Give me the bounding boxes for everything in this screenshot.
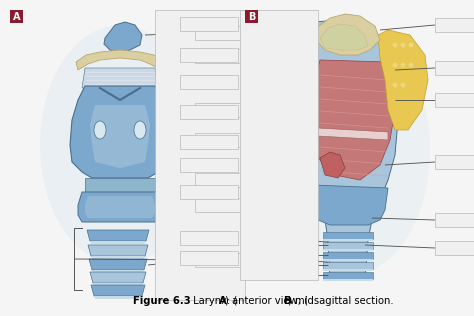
Polygon shape [316, 14, 380, 55]
Text: B: B [283, 296, 291, 306]
Ellipse shape [392, 42, 398, 47]
Ellipse shape [392, 63, 398, 68]
Bar [323, 252, 373, 259]
Polygon shape [90, 272, 146, 283]
Ellipse shape [401, 42, 405, 47]
Polygon shape [82, 68, 158, 88]
Bar [91, 241, 145, 244]
Bar [95, 296, 141, 299]
Polygon shape [85, 196, 155, 218]
Polygon shape [70, 86, 170, 178]
Text: Figure 6.3: Figure 6.3 [133, 296, 191, 306]
Polygon shape [318, 128, 388, 140]
Bar [435, 93, 474, 107]
Polygon shape [104, 22, 142, 52]
Ellipse shape [94, 121, 106, 139]
Bar [155, 10, 245, 300]
Ellipse shape [40, 25, 200, 265]
Bar [180, 105, 238, 119]
Bar [180, 48, 238, 62]
Ellipse shape [134, 121, 146, 139]
Bar [94, 283, 142, 286]
Polygon shape [78, 192, 162, 222]
Polygon shape [320, 24, 368, 50]
Polygon shape [312, 60, 395, 180]
Bar [195, 103, 267, 117]
Bar [323, 269, 373, 271]
Polygon shape [90, 105, 150, 168]
Text: ) midsagittal section.: ) midsagittal section. [288, 296, 393, 306]
Bar [92, 256, 144, 259]
Ellipse shape [409, 42, 413, 47]
Polygon shape [378, 30, 428, 130]
Text: B: B [248, 11, 255, 21]
Bar [195, 198, 267, 212]
Bar [435, 18, 474, 32]
Bar [435, 61, 474, 75]
Bar [180, 17, 238, 31]
FancyBboxPatch shape [10, 10, 23, 23]
Bar [323, 242, 373, 249]
Bar [195, 26, 267, 40]
Bar [180, 185, 238, 199]
Polygon shape [312, 185, 388, 225]
Bar [323, 272, 373, 279]
Bar [195, 253, 267, 267]
Bar [435, 213, 474, 227]
Text: A: A [13, 11, 20, 21]
Bar [435, 241, 474, 255]
Bar [323, 249, 373, 251]
Polygon shape [76, 50, 164, 70]
Bar [180, 251, 238, 265]
FancyBboxPatch shape [245, 10, 258, 23]
Ellipse shape [392, 82, 398, 88]
Ellipse shape [401, 63, 405, 68]
Bar [323, 232, 373, 239]
Polygon shape [91, 285, 145, 296]
Polygon shape [85, 178, 155, 194]
Bar [180, 158, 238, 172]
Bar [435, 155, 474, 169]
Bar [180, 75, 238, 89]
Text: A: A [219, 296, 227, 306]
Ellipse shape [401, 82, 405, 88]
Polygon shape [88, 245, 148, 256]
Bar [323, 239, 373, 241]
Polygon shape [305, 18, 398, 280]
Bar [240, 10, 318, 280]
Bar [93, 270, 143, 273]
Ellipse shape [270, 25, 430, 275]
Bar [195, 133, 267, 147]
Bar [323, 259, 373, 261]
Polygon shape [87, 230, 149, 241]
Bar [180, 135, 238, 149]
Text: ) anterior view; (: ) anterior view; ( [225, 296, 308, 306]
Polygon shape [89, 259, 147, 270]
Bar [323, 262, 373, 269]
Text: Larynx: (: Larynx: ( [190, 296, 237, 306]
Polygon shape [320, 152, 345, 178]
Bar [180, 231, 238, 245]
Bar [323, 279, 373, 281]
Bar [195, 49, 267, 63]
Ellipse shape [409, 63, 413, 68]
Bar [195, 173, 267, 187]
